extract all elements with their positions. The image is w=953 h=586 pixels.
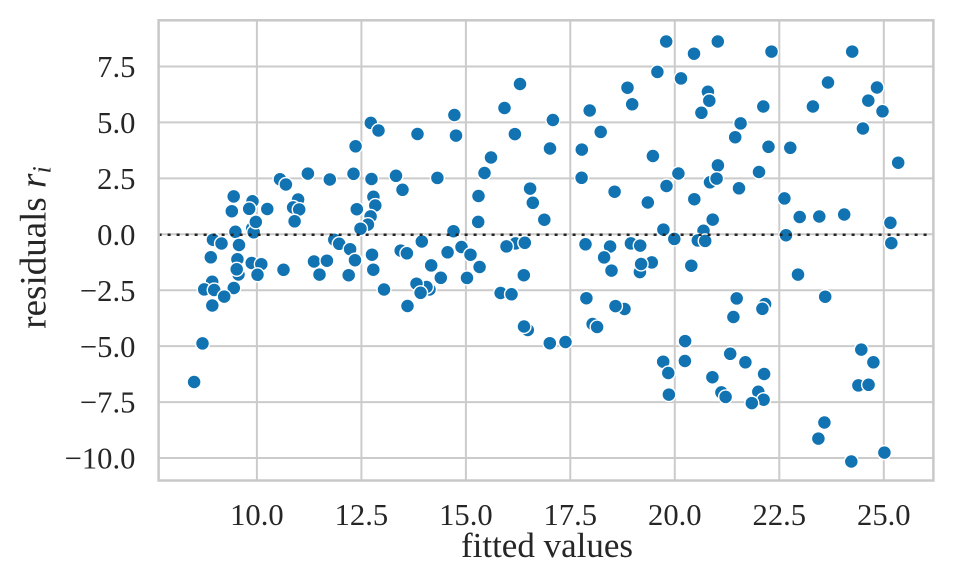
svg-text:17.5: 17.5 [544,498,598,532]
svg-text:2.5: 2.5 [97,162,135,196]
svg-text:−5.0: −5.0 [80,330,136,364]
svg-text:15.0: 15.0 [439,498,493,532]
svg-text:20.0: 20.0 [648,498,702,532]
svg-text:−2.5: −2.5 [80,274,136,308]
svg-text:12.5: 12.5 [335,498,389,532]
svg-text:7.5: 7.5 [97,50,135,84]
svg-text:residuals ri: residuals ri [14,166,57,328]
svg-text:22.5: 22.5 [753,498,807,532]
svg-text:fitted values: fitted values [461,526,633,565]
svg-text:0.0: 0.0 [97,218,135,252]
svg-text:−7.5: −7.5 [80,386,136,420]
svg-text:10.0: 10.0 [230,498,284,532]
svg-text:5.0: 5.0 [97,106,135,140]
svg-text:−10.0: −10.0 [65,442,136,476]
svg-text:25.0: 25.0 [857,498,911,532]
